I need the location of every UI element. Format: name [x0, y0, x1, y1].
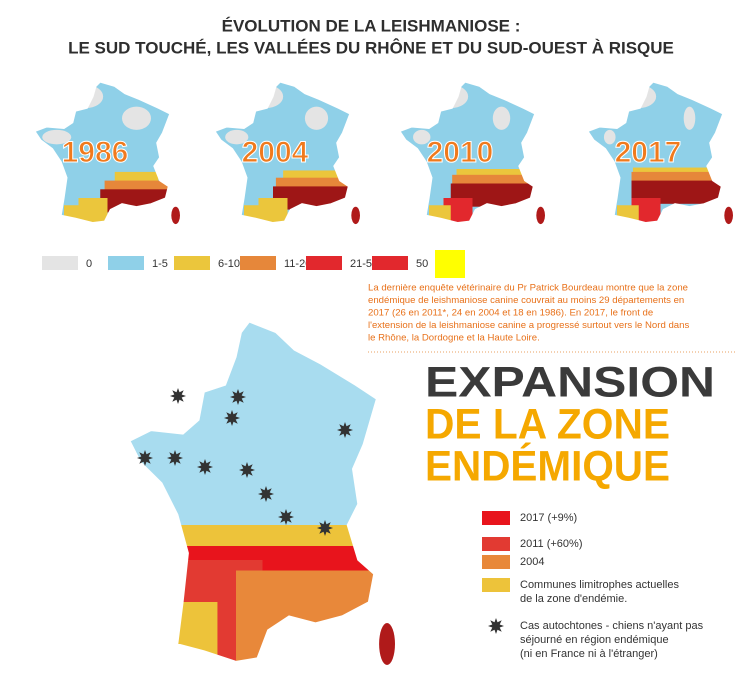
legend-swatch [306, 256, 342, 270]
outline [399, 81, 536, 224]
outline [214, 81, 351, 224]
star-legend-icon [488, 618, 504, 634]
region [603, 129, 616, 145]
map-year: 2010 [427, 136, 494, 169]
case-star [230, 389, 246, 405]
case-star [137, 450, 153, 466]
map-year: 2017 [615, 136, 682, 169]
legend-swatch [42, 256, 78, 270]
headline: ENDÉMIQUE [425, 442, 670, 490]
corsica [171, 206, 180, 225]
title-line: ÉVOLUTION DE LA LEISHMANIOSE : [222, 16, 521, 35]
region [492, 106, 511, 130]
zone-label: de la zone d'endémie. [520, 593, 627, 605]
corsica [379, 623, 395, 665]
legend-label: 11-20 [284, 258, 311, 270]
title-line: LE SUD TOUCHÉ, LES VALLÉES DU RHÔNE ET D… [68, 38, 674, 57]
zone-swatch [482, 578, 510, 592]
region [68, 84, 104, 109]
outline [129, 321, 378, 663]
legend-label: 0 [86, 258, 92, 270]
region [225, 129, 249, 145]
corsica [724, 206, 734, 225]
case-star [317, 520, 333, 536]
region [283, 170, 339, 183]
case-star [170, 388, 186, 404]
legend-swatch [108, 256, 144, 270]
legend-label: 1-5 [152, 258, 168, 270]
case-star [197, 459, 213, 475]
zone-swatch [482, 537, 510, 551]
case-star [337, 422, 353, 438]
case-star [167, 450, 183, 466]
corsica [351, 206, 360, 225]
legend-swatch [240, 256, 276, 270]
star-legend-label: (ni en France ni à l'étranger) [520, 648, 658, 660]
note-line: 2017 (26 en 2011*, 24 en 2004 et 18 en 1… [368, 308, 653, 319]
corsica [536, 206, 546, 225]
headline: DE LA ZONE [425, 400, 670, 448]
zone-label: 2011 (+60%) [520, 538, 582, 550]
map-year: 1986 [62, 136, 129, 169]
case-star [239, 462, 255, 478]
zone-label: 2017 (+9%) [520, 512, 577, 524]
note-line: le Rhône, la Dordogne et la Haute Loire. [368, 333, 540, 344]
case-star [224, 410, 240, 426]
highlight-box [435, 250, 465, 278]
legend-swatch [174, 256, 210, 270]
region [304, 106, 329, 130]
case-star [258, 486, 274, 502]
region [177, 602, 218, 662]
region [42, 129, 72, 145]
legend-label: 50 [416, 258, 428, 270]
region [621, 84, 657, 109]
region [248, 84, 284, 109]
zone-label: Communes limitrophes actuelles [520, 579, 679, 591]
note-line: La dernière enquête vétérinaire du Pr Pa… [368, 283, 688, 294]
region [413, 129, 431, 145]
note-line: l'extension de la leishmaniose canine a … [368, 320, 689, 331]
star-legend-label: séjourné en région endémique [520, 634, 669, 646]
region [114, 171, 159, 184]
legend-label: 21-50 [350, 258, 378, 270]
zone-swatch [482, 555, 510, 569]
case-star [278, 509, 294, 525]
zone-label: 2004 [520, 556, 544, 568]
region [683, 106, 696, 130]
legend-swatch [372, 256, 408, 270]
region [433, 84, 469, 109]
note-line: endémique de leishmaniose canine couvrai… [368, 295, 684, 306]
outline [34, 81, 171, 224]
zone-swatch [482, 511, 510, 525]
map-year: 2004 [242, 136, 309, 169]
outline [587, 81, 724, 224]
headline: EXPANSION [425, 358, 715, 406]
star-legend-label: Cas autochtones - chiens n'ayant pas [520, 620, 704, 632]
legend-label: 6-10 [218, 258, 240, 270]
region [122, 106, 151, 130]
